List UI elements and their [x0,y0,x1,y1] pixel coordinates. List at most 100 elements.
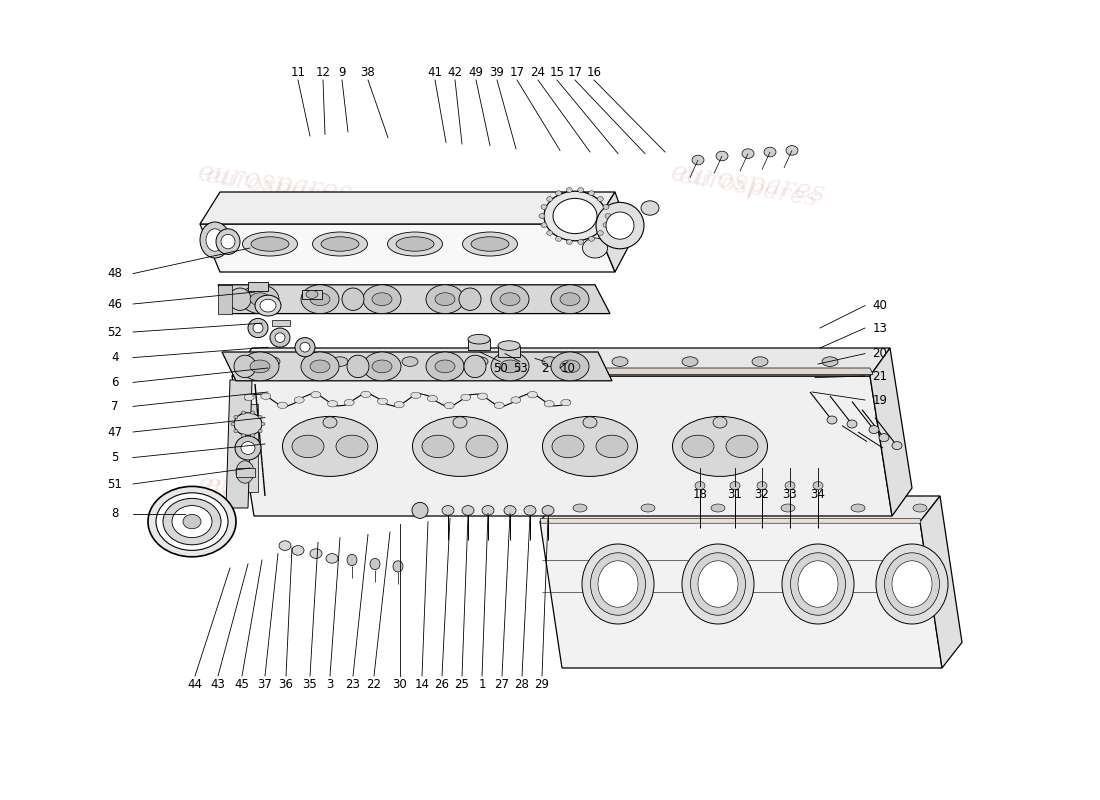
Ellipse shape [504,506,516,515]
Ellipse shape [292,435,324,458]
Ellipse shape [231,422,235,426]
Text: eurospares: eurospares [676,165,820,211]
Polygon shape [200,192,615,224]
Ellipse shape [292,546,304,555]
Text: 17: 17 [509,66,525,78]
Ellipse shape [221,234,235,249]
Ellipse shape [757,482,767,490]
Ellipse shape [500,360,520,373]
Ellipse shape [172,506,212,538]
Text: eurospares: eurospares [669,472,827,520]
Text: 24: 24 [530,66,546,78]
Text: 2: 2 [541,362,549,374]
Ellipse shape [264,357,280,366]
Ellipse shape [236,413,254,435]
Text: 41: 41 [428,66,442,78]
Text: eurospares: eurospares [196,472,354,520]
Ellipse shape [422,435,454,458]
Text: 20: 20 [872,347,888,360]
Ellipse shape [275,333,285,342]
Ellipse shape [876,544,948,624]
Ellipse shape [477,393,487,399]
Text: 23: 23 [345,678,361,690]
Ellipse shape [764,147,776,157]
Ellipse shape [682,435,714,458]
Polygon shape [540,522,942,668]
Ellipse shape [372,293,392,306]
Ellipse shape [428,395,438,402]
Ellipse shape [588,237,594,242]
Ellipse shape [851,504,865,512]
Polygon shape [232,404,258,444]
Ellipse shape [206,229,224,251]
Ellipse shape [598,561,638,607]
Ellipse shape [606,212,634,239]
Ellipse shape [542,506,554,515]
Ellipse shape [730,482,740,490]
Text: 45: 45 [234,678,250,690]
Polygon shape [232,348,890,376]
Ellipse shape [692,155,704,165]
Ellipse shape [462,232,517,256]
Polygon shape [232,452,258,492]
Ellipse shape [234,355,256,378]
Text: 37: 37 [257,678,273,690]
Ellipse shape [300,342,310,352]
Ellipse shape [332,357,348,366]
Ellipse shape [234,415,238,418]
Ellipse shape [396,237,435,251]
Text: 35: 35 [302,678,318,690]
Ellipse shape [377,398,387,405]
Ellipse shape [361,391,371,398]
Text: 8: 8 [111,507,119,520]
Text: 18: 18 [693,488,707,501]
Polygon shape [236,468,255,477]
Ellipse shape [236,461,254,483]
Ellipse shape [551,285,588,314]
Ellipse shape [827,416,837,424]
Ellipse shape [542,416,638,476]
Text: eurospares: eurospares [669,160,827,208]
Ellipse shape [258,415,262,418]
Ellipse shape [344,399,354,406]
Ellipse shape [310,549,322,558]
Ellipse shape [279,541,292,550]
Ellipse shape [412,416,507,476]
Polygon shape [540,496,940,522]
Ellipse shape [294,397,305,403]
Text: 52: 52 [108,326,122,338]
Ellipse shape [542,357,558,366]
Ellipse shape [603,205,609,210]
Ellipse shape [583,417,597,428]
Ellipse shape [541,222,547,227]
Ellipse shape [560,293,580,306]
Ellipse shape [363,352,402,381]
Ellipse shape [539,214,544,218]
Ellipse shape [566,239,572,244]
Text: 30: 30 [393,678,407,690]
Ellipse shape [786,146,798,155]
Text: 5: 5 [111,451,119,464]
Ellipse shape [884,553,939,615]
Polygon shape [272,320,290,326]
Ellipse shape [561,399,571,406]
Text: 53: 53 [513,362,527,374]
Text: 39: 39 [490,66,505,78]
Ellipse shape [711,504,725,512]
Polygon shape [226,380,252,508]
Text: 46: 46 [108,298,122,310]
Ellipse shape [148,486,236,557]
Ellipse shape [672,416,768,476]
Ellipse shape [277,402,287,409]
Ellipse shape [402,357,418,366]
Text: 16: 16 [586,66,602,78]
Text: 13: 13 [872,322,888,334]
Ellipse shape [241,411,245,414]
Ellipse shape [528,391,538,398]
Ellipse shape [641,201,659,215]
Ellipse shape [321,237,359,251]
Ellipse shape [869,426,879,434]
Ellipse shape [582,544,654,624]
Ellipse shape [229,288,251,310]
Ellipse shape [241,352,279,381]
